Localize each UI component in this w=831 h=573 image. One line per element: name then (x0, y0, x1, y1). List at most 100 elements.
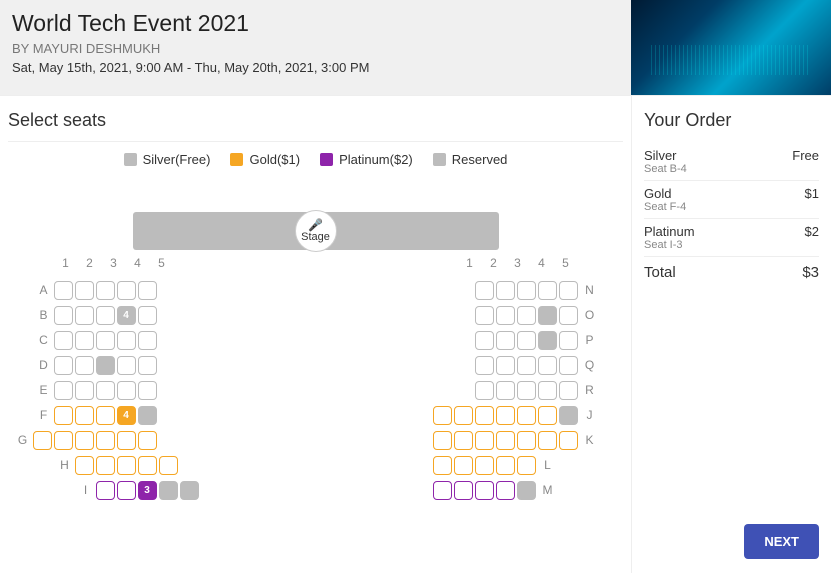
seat-gold[interactable] (433, 406, 452, 425)
seat-gold[interactable] (433, 431, 452, 450)
seat-silver[interactable] (475, 356, 494, 375)
seat-silver[interactable] (496, 356, 515, 375)
seat-silver[interactable] (138, 381, 157, 400)
row-label-left: E (36, 383, 52, 397)
seat-silver[interactable] (117, 331, 136, 350)
seat-silver[interactable] (496, 281, 515, 300)
seat-silver[interactable] (96, 281, 115, 300)
order-total-label: Total (644, 264, 676, 281)
seat-silver[interactable] (138, 356, 157, 375)
seat-gold[interactable] (475, 406, 494, 425)
seat-gold[interactable] (538, 406, 557, 425)
seat-gold[interactable] (517, 456, 536, 475)
seat-gold[interactable] (54, 431, 73, 450)
seat-gold[interactable] (538, 431, 557, 450)
seat-silver[interactable] (75, 381, 94, 400)
seat-gold[interactable] (33, 431, 52, 450)
seat-silver[interactable] (517, 306, 536, 325)
seat-silver[interactable] (54, 381, 73, 400)
seat-silver[interactable] (517, 331, 536, 350)
seat-gold[interactable] (75, 456, 94, 475)
seat-silver[interactable] (54, 356, 73, 375)
stage-label: Stage (301, 231, 330, 243)
seat-gold[interactable] (96, 431, 115, 450)
seat-silver[interactable] (117, 356, 136, 375)
row-label-left: G (15, 433, 31, 447)
seat-gold[interactable] (433, 456, 452, 475)
seat-gold[interactable] (138, 456, 157, 475)
seat-silver[interactable] (538, 356, 557, 375)
seat-gold[interactable] (496, 431, 515, 450)
seat-gold[interactable] (475, 431, 494, 450)
seat-silver[interactable] (96, 331, 115, 350)
legend-platinum: Platinum($2) (320, 152, 413, 167)
seat-silver[interactable] (54, 331, 73, 350)
seat-silver[interactable] (475, 306, 494, 325)
seat-silver[interactable] (75, 356, 94, 375)
seat-platinum[interactable] (454, 481, 473, 500)
row-label-right: M (540, 483, 556, 497)
seat-silver[interactable] (496, 381, 515, 400)
seat-silver[interactable] (559, 281, 578, 300)
seat-gold[interactable] (54, 406, 73, 425)
seat-silver[interactable] (559, 356, 578, 375)
seat-gold[interactable] (517, 431, 536, 450)
seat-platinum[interactable] (496, 481, 515, 500)
seat-platinum[interactable] (433, 481, 452, 500)
seat-silver[interactable] (559, 381, 578, 400)
seat-gold[interactable] (159, 456, 178, 475)
seat-gold[interactable] (96, 456, 115, 475)
seat-gold[interactable] (475, 456, 494, 475)
seat-gold[interactable] (517, 406, 536, 425)
seat-silver[interactable] (54, 281, 73, 300)
seat-silver[interactable] (75, 331, 94, 350)
seat-silver[interactable] (75, 281, 94, 300)
seat-silver[interactable] (517, 381, 536, 400)
seat-gold[interactable]: 4 (117, 406, 136, 425)
seat-silver[interactable] (496, 331, 515, 350)
seat-silver[interactable] (138, 331, 157, 350)
seat-gold[interactable] (454, 431, 473, 450)
seat-silver[interactable] (475, 331, 494, 350)
seat-silver[interactable] (96, 306, 115, 325)
seat-gold[interactable] (117, 456, 136, 475)
event-header: World Tech Event 2021 BY MAYURI DESHMUKH… (0, 0, 831, 95)
seat-silver[interactable] (517, 281, 536, 300)
seat-silver[interactable] (117, 381, 136, 400)
seat-silver[interactable] (54, 306, 73, 325)
seat-gold[interactable] (138, 431, 157, 450)
seat-silver[interactable] (517, 356, 536, 375)
seat-silver[interactable] (117, 281, 136, 300)
seat-gold[interactable] (75, 406, 94, 425)
seat-gold[interactable] (496, 406, 515, 425)
seat-row: AN (36, 278, 596, 302)
order-tier: Platinum (644, 224, 695, 239)
seat-silver[interactable]: 4 (117, 306, 136, 325)
order-seat: Seat F-4 (644, 201, 686, 213)
seat-silver[interactable] (538, 281, 557, 300)
next-button[interactable]: NEXT (744, 524, 819, 559)
seat-platinum[interactable] (117, 481, 136, 500)
seat-gold[interactable] (117, 431, 136, 450)
seat-platinum[interactable]: 3 (138, 481, 157, 500)
seat-platinum[interactable] (475, 481, 494, 500)
seat-silver[interactable] (475, 381, 494, 400)
seat-platinum[interactable] (96, 481, 115, 500)
seat-silver[interactable] (138, 306, 157, 325)
seat-silver[interactable] (138, 281, 157, 300)
seat-gold[interactable] (454, 456, 473, 475)
seat-gold[interactable] (559, 431, 578, 450)
seat-gold[interactable] (454, 406, 473, 425)
seat-silver[interactable] (538, 381, 557, 400)
order-price: $2 (805, 224, 819, 251)
seat-gold[interactable] (496, 456, 515, 475)
seat-silver[interactable] (496, 306, 515, 325)
seat-gold[interactable] (75, 431, 94, 450)
seat-silver[interactable] (96, 381, 115, 400)
seat-gold[interactable] (96, 406, 115, 425)
seat-silver[interactable] (559, 306, 578, 325)
seat-silver[interactable] (75, 306, 94, 325)
seat-silver[interactable] (559, 331, 578, 350)
col-label: 5 (554, 256, 578, 270)
seat-silver[interactable] (475, 281, 494, 300)
